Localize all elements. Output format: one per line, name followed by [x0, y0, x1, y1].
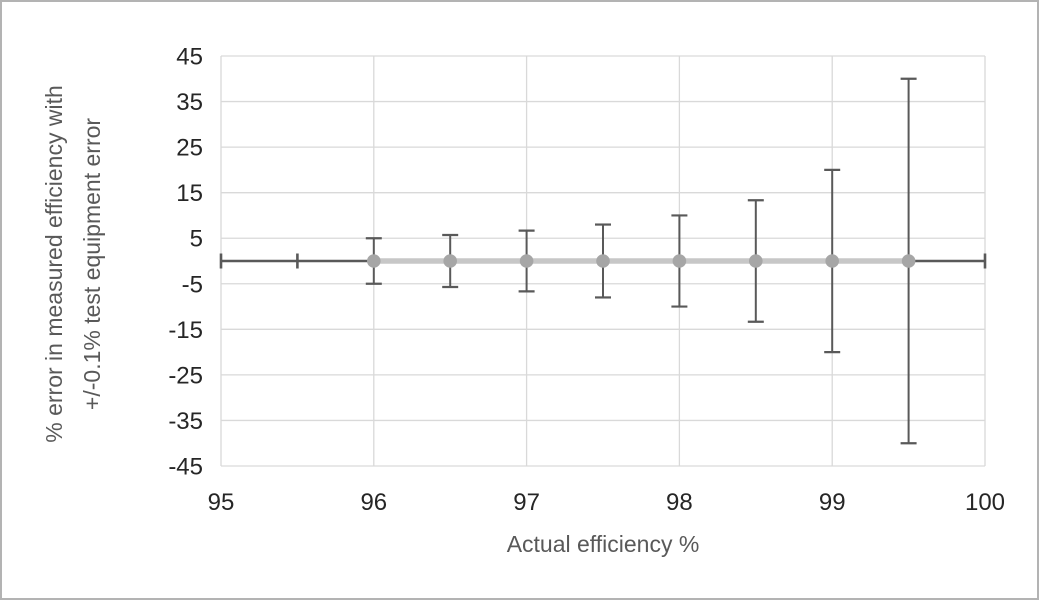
x-axis-tick-label: 99	[819, 489, 846, 516]
y-axis-tick-label: 35	[176, 89, 203, 116]
y-axis-title-line-1: % error in measured efficiency with	[41, 85, 67, 443]
data-point-marker	[519, 254, 534, 268]
y-axis-tick-label: -45	[168, 454, 203, 481]
data-point-marker	[596, 254, 610, 268]
y-axis-tick-label: 15	[176, 180, 203, 207]
data-point-marker	[749, 254, 763, 268]
y-axis-tick-label: -15	[168, 317, 203, 344]
data-point-marker	[901, 254, 916, 268]
y-axis-tick-label: 25	[176, 135, 203, 162]
x-axis-tick-label: 98	[666, 489, 693, 516]
y-axis-tick-label: 45	[176, 44, 203, 71]
x-axis-tick-label: 96	[360, 489, 387, 516]
y-axis-tick-label: -35	[168, 408, 203, 435]
x-axis-tick-label: 95	[208, 489, 235, 516]
data-point-marker	[825, 254, 839, 268]
data-point-marker	[672, 254, 687, 268]
y-axis-tick-label: 5	[190, 226, 203, 253]
data-point-marker	[443, 254, 458, 268]
plot-series	[219, 77, 987, 445]
x-axis-title: Actual efficiency %	[507, 531, 700, 557]
data-point-marker	[367, 254, 381, 268]
y-axis-title-line-2: +/-0.1% test equipment error	[79, 118, 105, 410]
x-axis-tick-label: 97	[513, 489, 540, 516]
y-axis-tick-label: -5	[182, 271, 203, 298]
x-axis-tick-label: 100	[965, 489, 1005, 516]
y-axis-tick-label: -25	[168, 362, 203, 389]
